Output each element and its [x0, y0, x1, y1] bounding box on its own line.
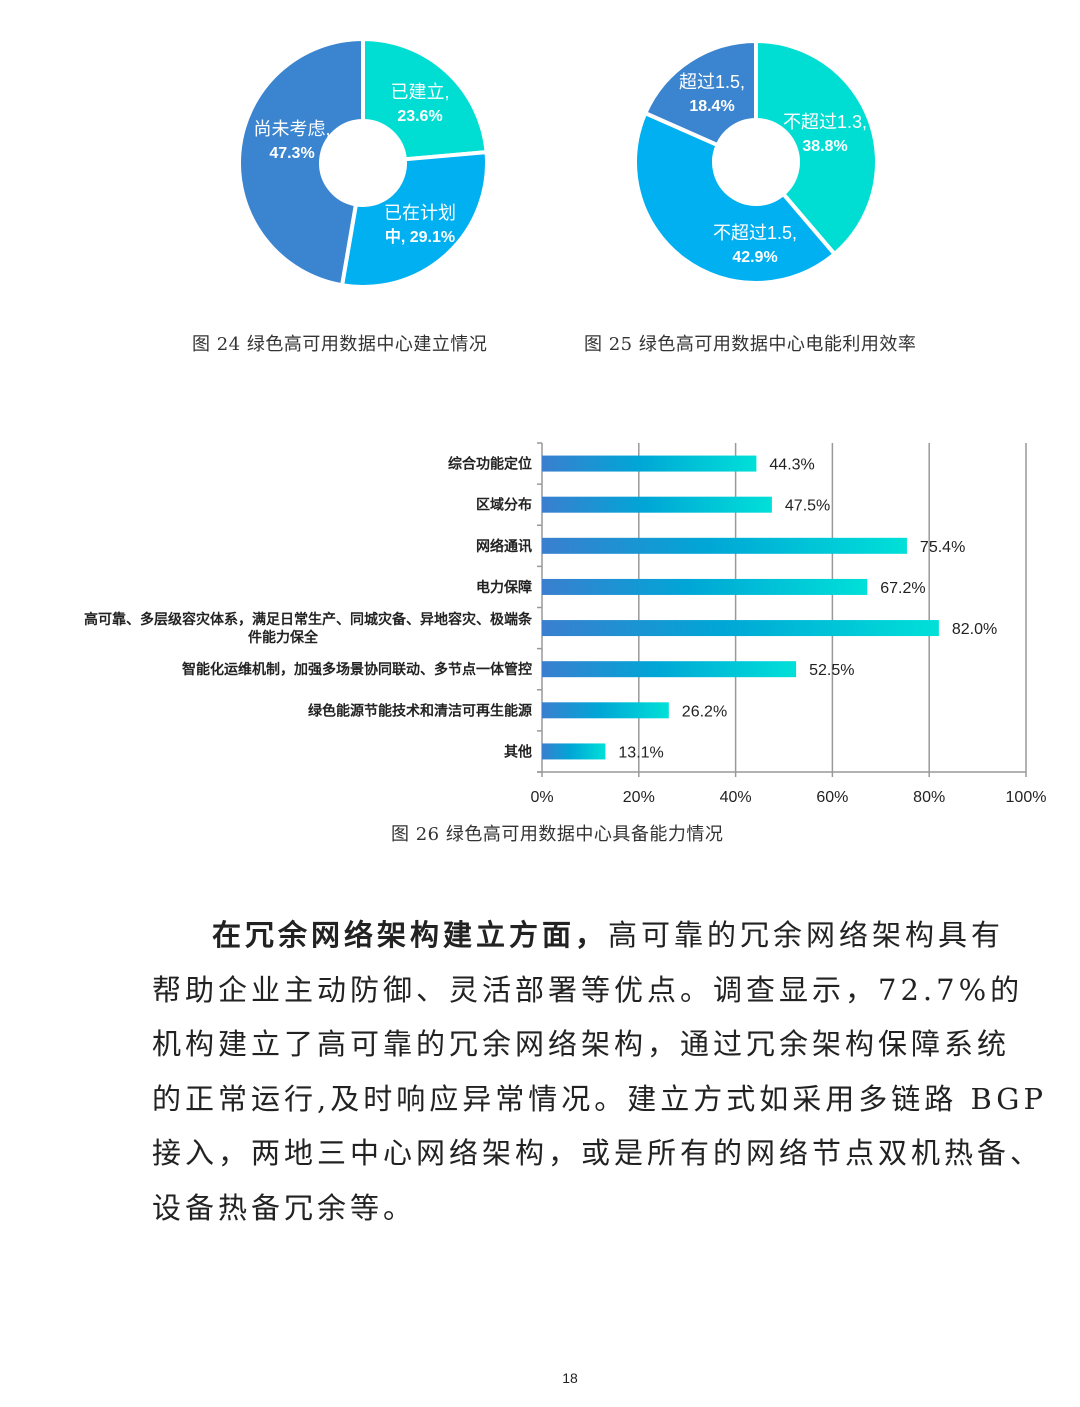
donut-slice	[754, 38, 879, 257]
bar-data-label: 44.3%	[769, 457, 814, 474]
paragraph-line: 接入，两地三中心网络架构，或是所有的网络节点双机热备、	[152, 1136, 1044, 1170]
x-tick-label: 100%	[1006, 789, 1047, 806]
category-label: 区域分布	[476, 497, 532, 514]
category-label: 其他	[504, 743, 532, 760]
caption-fig24: 图 24 绿色高可用数据中心建立情况	[192, 334, 488, 355]
bar-data-label: 52.5%	[809, 662, 854, 679]
bar	[542, 455, 757, 472]
caption-fig25: 图 25 绿色高可用数据中心电能利用效率	[584, 334, 917, 355]
bar-data-label: 13.1%	[618, 744, 663, 761]
paragraph-line: 的正常运行,及时响应异常情况。建立方式如采用多链路 BGP	[152, 1081, 1047, 1116]
category-label: 智能化运维机制，加强多场景协同联动、多节点一体管控	[181, 661, 532, 678]
slice-value-label: 18.4%	[689, 98, 734, 115]
donut-slice	[237, 36, 365, 288]
category-label: 绿色能源节能技术和清洁可再生能源	[308, 702, 532, 719]
category-label: 电力保障	[476, 579, 532, 596]
paragraph-line: 机构建立了高可靠的冗余网络架构，通过冗余架构保障系统	[152, 1027, 1011, 1061]
bar	[542, 702, 669, 719]
slice-value-label: 47.3%	[269, 145, 314, 162]
body-paragraph: 在冗余网络架构建立方面，高可靠的冗余网络架构具有 帮助企业主动防御、灵活部署等优…	[152, 908, 1047, 1235]
slice-value-label: 38.8%	[802, 138, 847, 155]
category-label: 综合功能定位	[448, 456, 532, 473]
slice-label: 超过1.5,	[679, 72, 745, 92]
bar	[542, 537, 907, 554]
x-tick-label: 60%	[816, 789, 848, 806]
bar	[542, 578, 868, 595]
category-label: 件能力保全	[248, 629, 319, 646]
donut-slice	[642, 38, 758, 148]
x-tick-label: 80%	[913, 789, 945, 806]
bar-data-label: 82.0%	[952, 621, 997, 638]
caption-fig26: 图 26 绿色高可用数据中心具备能力情况	[391, 824, 724, 845]
category-label: 高可靠、多层级容灾体系，满足日常生产、同城灾备、异地容灾、极端条	[84, 611, 533, 628]
page-number: 18	[562, 1370, 578, 1386]
slice-label: 尚未考虑,	[253, 119, 330, 139]
bar-chart-fig26: 0% 20% 40% 60% 80% 100% 44.3% 综合功能定位 47.5% 区域分布 75…	[84, 442, 1047, 806]
bar	[542, 620, 939, 637]
paragraph-line: 帮助企业主动防御、灵活部署等优点。调查显示，72.7%的	[152, 972, 1024, 1007]
bar-data-label: 47.5%	[785, 498, 830, 515]
bar	[542, 743, 606, 760]
donut-slice	[339, 149, 489, 289]
donut-slice	[361, 36, 489, 162]
slice-label: 已在计划	[384, 203, 456, 223]
bar-data-label: 75.4%	[920, 539, 965, 556]
bar	[542, 661, 797, 678]
category-label: 网络通讯	[476, 538, 532, 555]
slice-label: 不超过1.5,	[713, 223, 797, 243]
paragraph-lead: 在冗余网络架构建立方面，	[212, 918, 609, 952]
paragraph-line: 在冗余网络架构建立方面，高可靠的冗余网络架构具有	[212, 918, 1005, 952]
slice-value-label: 中, 29.1%	[385, 227, 455, 246]
paragraph-line: 设备热备冗余等。	[152, 1190, 417, 1225]
slice-label: 已建立,	[390, 82, 449, 102]
slice-value-label: 42.9%	[732, 249, 777, 266]
bar	[542, 496, 772, 513]
bar-data-label: 67.2%	[880, 580, 925, 597]
x-tick-label: 40%	[720, 789, 752, 806]
donut-slice	[633, 110, 838, 285]
slice-value-label: 23.6%	[397, 108, 442, 125]
slice-label: 不超过1.3,	[783, 112, 867, 132]
x-tick-label: 20%	[623, 789, 655, 806]
bar-data-label: 26.2%	[682, 703, 727, 720]
x-tick-label: 0%	[530, 789, 553, 806]
